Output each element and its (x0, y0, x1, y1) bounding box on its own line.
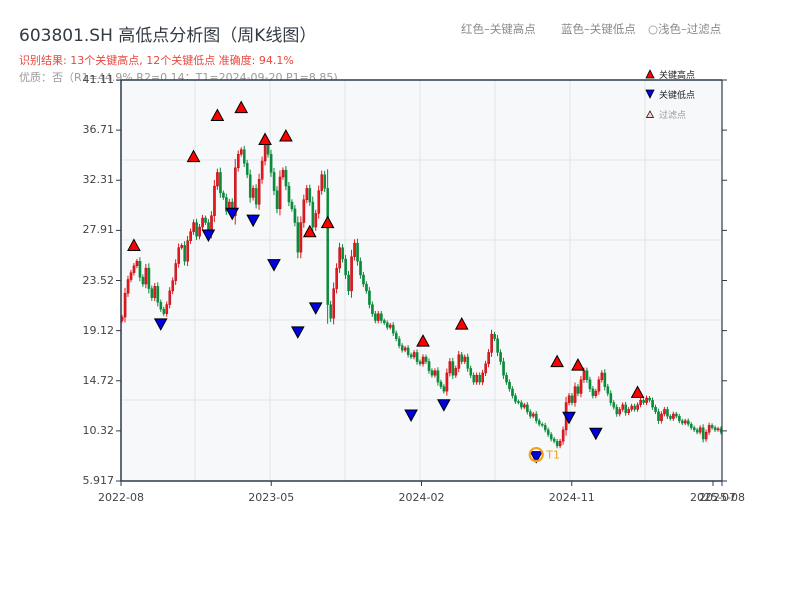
legend-filtered-label: 过滤点 (659, 110, 687, 121)
y-tick-label: 41.11 (82, 73, 115, 86)
y-tick-label: 19.12 (82, 323, 115, 337)
key-low-marker (437, 399, 451, 412)
key-high-marker (234, 100, 249, 114)
blue-triangle-down-icon (645, 89, 655, 99)
x-tick-label: 2022-08 (98, 491, 144, 504)
faded-triangle-icon (645, 110, 655, 118)
t1-label: T1 (545, 449, 560, 462)
legend-faded-note: ○浅色–过滤点 (648, 22, 722, 36)
x-tick-label: 2024-11 (548, 491, 595, 504)
axes (116, 79, 727, 486)
y-tick-label: 32.31 (82, 173, 115, 187)
chart-title: 603801.SH 高低点分析图（周K线图） (19, 26, 317, 46)
key-high-marker (210, 108, 225, 122)
key-high-marker (630, 385, 645, 398)
key-low-marker (308, 302, 323, 315)
key-low-marker (404, 409, 418, 423)
legend-low-label: 关键低点 (659, 90, 696, 101)
key-high-marker (416, 334, 430, 347)
markers: T1 (127, 100, 645, 464)
key-low-marker (562, 411, 576, 425)
x-tick-label: 2025-07 (690, 491, 736, 504)
key-low-marker (588, 427, 603, 441)
key-low-marker (290, 326, 305, 339)
key-low-marker (246, 214, 260, 228)
key-low-marker (201, 229, 216, 243)
key-low-marker (529, 451, 544, 464)
y-tick-label: 36.71 (82, 123, 115, 137)
key-high-marker (320, 215, 335, 229)
x-tick-label: 2023-05 (248, 491, 295, 504)
x-tick-label: 2024-02 (398, 491, 445, 504)
legend-item-high: 关键高点 (645, 64, 695, 84)
result-summary: 识别结果: 13个关键高点, 12个关键低点 准确度: 94.1% (19, 54, 294, 67)
legend-item-filtered: 过滤点 (645, 104, 695, 124)
t1-ring (528, 446, 544, 463)
key-high-marker (258, 132, 272, 145)
key-high-marker (127, 238, 141, 251)
chart-legend: 关键高点 关键低点 过滤点 (645, 64, 695, 124)
x-tick-label: 2025-08 (699, 491, 745, 504)
y-tick-label: 5.917 (82, 474, 115, 487)
key-high-marker (454, 317, 469, 330)
key-high-marker (550, 354, 564, 368)
legend-high-label: 关键高点 (659, 70, 696, 81)
key-low-marker (267, 259, 281, 272)
legend-blue-note: 蓝色–关键低点 (561, 22, 636, 36)
key-high-marker (302, 224, 317, 238)
key-high-marker (571, 358, 585, 371)
y-tick-label: 23.52 (82, 273, 115, 287)
key-high-marker (279, 129, 293, 142)
y-tick-label: 14.72 (82, 373, 115, 387)
key-high-marker (186, 149, 201, 163)
legend-red-note: 红色–关键高点 (461, 22, 536, 36)
y-tick-label: 27.91 (82, 223, 115, 237)
key-low-marker (153, 318, 168, 331)
key-low-marker (225, 207, 240, 221)
legend-item-low: 关键低点 (645, 84, 695, 104)
plot-area (121, 80, 722, 481)
red-triangle-up-icon (645, 69, 655, 79)
y-tick-label: 10.32 (82, 423, 115, 437)
